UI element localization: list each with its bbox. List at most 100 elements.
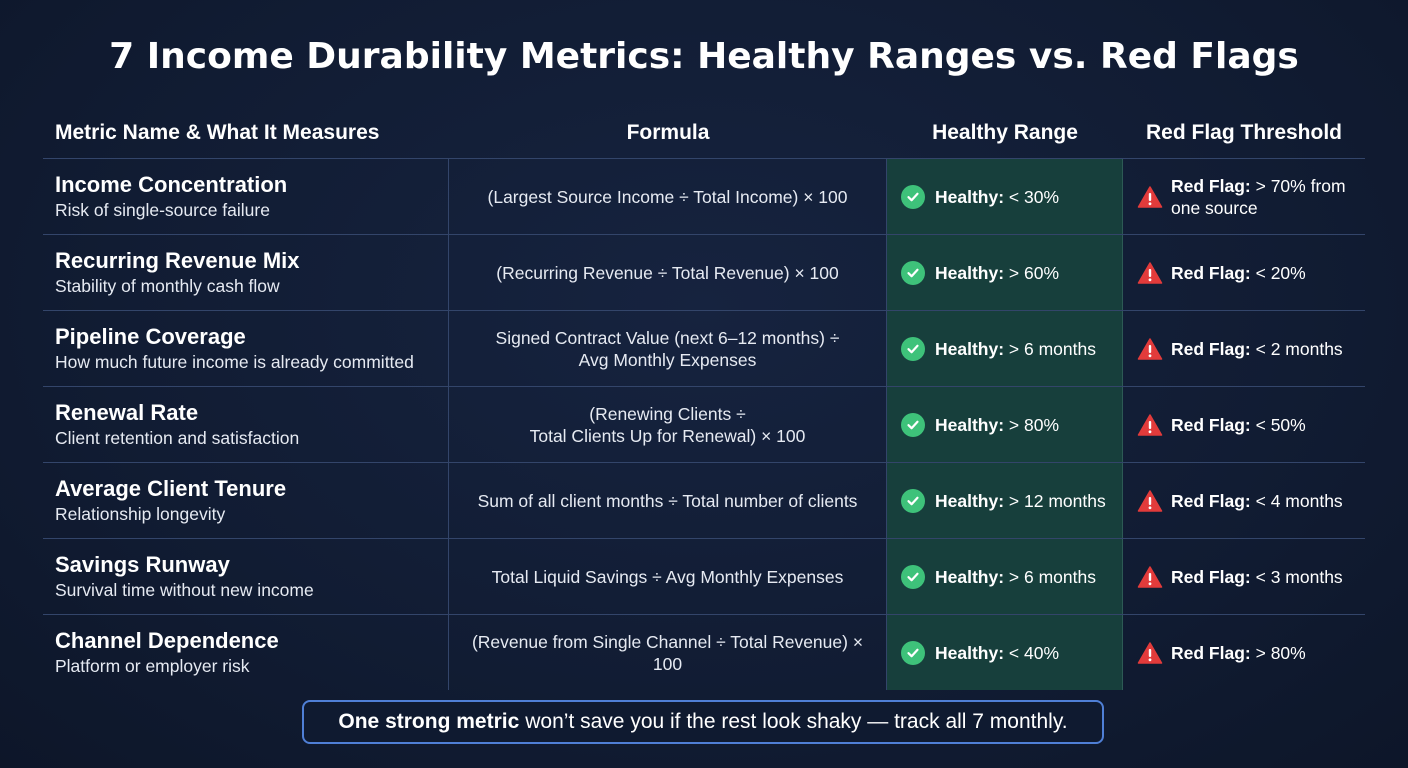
metric-name: Average Client Tenure	[55, 475, 287, 501]
healthy-label: Healthy:	[935, 262, 1005, 283]
metric-cell: Pipeline Coverage How much future income…	[43, 311, 449, 386]
page-title: 7 Income Durability Metrics: Healthy Ran…	[109, 36, 1299, 77]
formula-line-1: (Recurring Revenue ÷ Total Revenue) × 10…	[496, 262, 839, 283]
metric-cell: Channel Dependence Platform or employer …	[43, 615, 449, 690]
header-red-flag: Red Flag Threshold	[1145, 121, 1342, 144]
table-row: Pipeline Coverage How much future income…	[43, 311, 1365, 387]
header-healthy: Healthy Range	[932, 121, 1078, 144]
red-flag-label: Red Flag:	[1171, 490, 1251, 511]
healthy-label: Healthy:	[935, 338, 1005, 359]
metric-name: Renewal Rate	[55, 399, 199, 425]
healthy-label: Healthy:	[935, 642, 1005, 663]
red-flag-cell: Red Flag: < 2 months	[1123, 311, 1365, 386]
red-flag-label: Red Flag:	[1171, 642, 1251, 663]
healthy-value: > 80%	[1008, 414, 1060, 435]
footer-text: won’t save you if the rest look shaky — …	[525, 710, 1068, 733]
formula-line-1: (Renewing Clients ÷	[589, 403, 746, 424]
table-row: Channel Dependence Platform or employer …	[43, 615, 1365, 690]
table-body: Income Concentration Risk of single-sour…	[43, 159, 1365, 690]
warning-triangle-icon	[1137, 565, 1163, 589]
red-flag-cell: Red Flag: < 20%	[1123, 235, 1365, 310]
formula-line-2: Total Clients Up for Renewal) × 100	[529, 425, 806, 446]
formula-line-2: Avg Monthly Expenses	[578, 349, 757, 370]
healthy-label: Healthy:	[935, 490, 1005, 511]
metric-cell: Savings Runway Survival time without new…	[43, 539, 449, 614]
red-flag-cell: Red Flag: < 3 months	[1123, 539, 1365, 614]
check-circle-icon	[901, 260, 925, 285]
healthy-value: < 40%	[1008, 642, 1060, 663]
metric-description: Platform or employer risk	[55, 655, 250, 676]
table-row: Renewal Rate Client retention and satisf…	[43, 387, 1365, 463]
metric-cell: Renewal Rate Client retention and satisf…	[43, 387, 449, 462]
red-flag-status: Red Flag: < 50%	[1137, 413, 1365, 437]
healthy-cell: Healthy: > 80%	[887, 387, 1123, 462]
formula-cell: (Largest Source Income ÷ Total Income) ×…	[449, 159, 887, 234]
healthy-status: Healthy: > 6 months	[901, 336, 1122, 361]
formula-line-1: Total Liquid Savings ÷ Avg Monthly Expen…	[491, 566, 844, 587]
red-flag-label: Red Flag:	[1171, 338, 1251, 359]
red-flag-value: < 3 months	[1255, 566, 1343, 587]
red-flag-value: < 20%	[1255, 262, 1306, 283]
metric-name: Savings Runway	[55, 551, 230, 577]
healthy-value: > 12 months	[1008, 490, 1106, 511]
healthy-status: Healthy: < 30%	[901, 184, 1122, 209]
metric-description: How much future income is already commit…	[55, 351, 414, 372]
formula-line-1: (Largest Source Income ÷ Total Income) ×…	[487, 186, 848, 207]
healthy-cell: Healthy: > 60%	[887, 235, 1123, 310]
red-flag-status: Red Flag: < 2 months	[1137, 337, 1365, 361]
formula-cell: (Recurring Revenue ÷ Total Revenue) × 10…	[449, 235, 887, 310]
healthy-status: Healthy: < 40%	[901, 640, 1122, 665]
formula-cell: (Renewing Clients ÷ Total Clients Up for…	[449, 387, 887, 462]
red-flag-value: < 4 months	[1255, 490, 1343, 511]
check-circle-icon	[901, 488, 925, 513]
metric-name: Pipeline Coverage	[55, 323, 246, 349]
metric-description: Stability of monthly cash flow	[55, 275, 280, 296]
healthy-status: Healthy: > 80%	[901, 412, 1122, 437]
healthy-value: > 6 months	[1008, 566, 1096, 587]
formula-cell: Total Liquid Savings ÷ Avg Monthly Expen…	[449, 539, 887, 614]
metric-description: Client retention and satisfaction	[55, 427, 300, 448]
check-circle-icon	[901, 412, 925, 437]
red-flag-value: > 70% from	[1255, 175, 1346, 196]
red-flag-status: Red Flag: < 3 months	[1137, 565, 1365, 589]
formula-line-1: (Revenue from Single Channel ÷ Total Rev…	[471, 631, 864, 674]
metrics-table: Metric Name & What It Measures Formula H…	[43, 108, 1365, 690]
healthy-label: Healthy:	[935, 186, 1005, 207]
healthy-cell: Healthy: > 6 months	[887, 311, 1123, 386]
healthy-label: Healthy:	[935, 566, 1005, 587]
healthy-status: Healthy: > 6 months	[901, 564, 1122, 589]
metric-description: Survival time without new income	[55, 579, 314, 600]
warning-triangle-icon	[1137, 413, 1163, 437]
warning-triangle-icon	[1137, 337, 1163, 361]
formula-cell: (Revenue from Single Channel ÷ Total Rev…	[449, 615, 887, 690]
metric-description: Relationship longevity	[55, 503, 226, 524]
healthy-cell: Healthy: < 30%	[887, 159, 1123, 234]
metric-name: Recurring Revenue Mix	[55, 247, 300, 273]
red-flag-cell: Red Flag: > 80%	[1123, 615, 1365, 690]
healthy-value: > 6 months	[1008, 338, 1096, 359]
healthy-cell: Healthy: < 40%	[887, 615, 1123, 690]
formula-line-1: Sum of all client months ÷ Total number …	[477, 490, 858, 511]
warning-triangle-icon	[1137, 185, 1163, 209]
healthy-status: Healthy: > 12 months	[901, 488, 1122, 513]
table-header: Metric Name & What It Measures Formula H…	[43, 108, 1365, 159]
table-row: Average Client Tenure Relationship longe…	[43, 463, 1365, 539]
check-circle-icon	[901, 184, 925, 209]
red-flag-status: Red Flag: < 20%	[1137, 261, 1365, 285]
red-flag-status: Red Flag: > 70% from one source	[1137, 175, 1365, 219]
red-flag-label: Red Flag:	[1171, 262, 1251, 283]
metric-name: Channel Dependence	[55, 627, 279, 653]
metric-cell: Average Client Tenure Relationship longe…	[43, 463, 449, 538]
red-flag-cell: Red Flag: < 4 months	[1123, 463, 1365, 538]
metric-cell: Income Concentration Risk of single-sour…	[43, 159, 449, 234]
header-metric: Metric Name & What It Measures	[55, 121, 380, 144]
check-circle-icon	[901, 336, 925, 361]
healthy-label: Healthy:	[935, 414, 1005, 435]
formula-cell: Signed Contract Value (next 6–12 months)…	[449, 311, 887, 386]
red-flag-value: < 50%	[1255, 414, 1306, 435]
healthy-value: < 30%	[1008, 186, 1060, 207]
red-flag-label: Red Flag:	[1171, 175, 1251, 196]
red-flag-label: Red Flag:	[1171, 414, 1251, 435]
healthy-value: > 60%	[1008, 262, 1060, 283]
warning-triangle-icon	[1137, 641, 1163, 665]
